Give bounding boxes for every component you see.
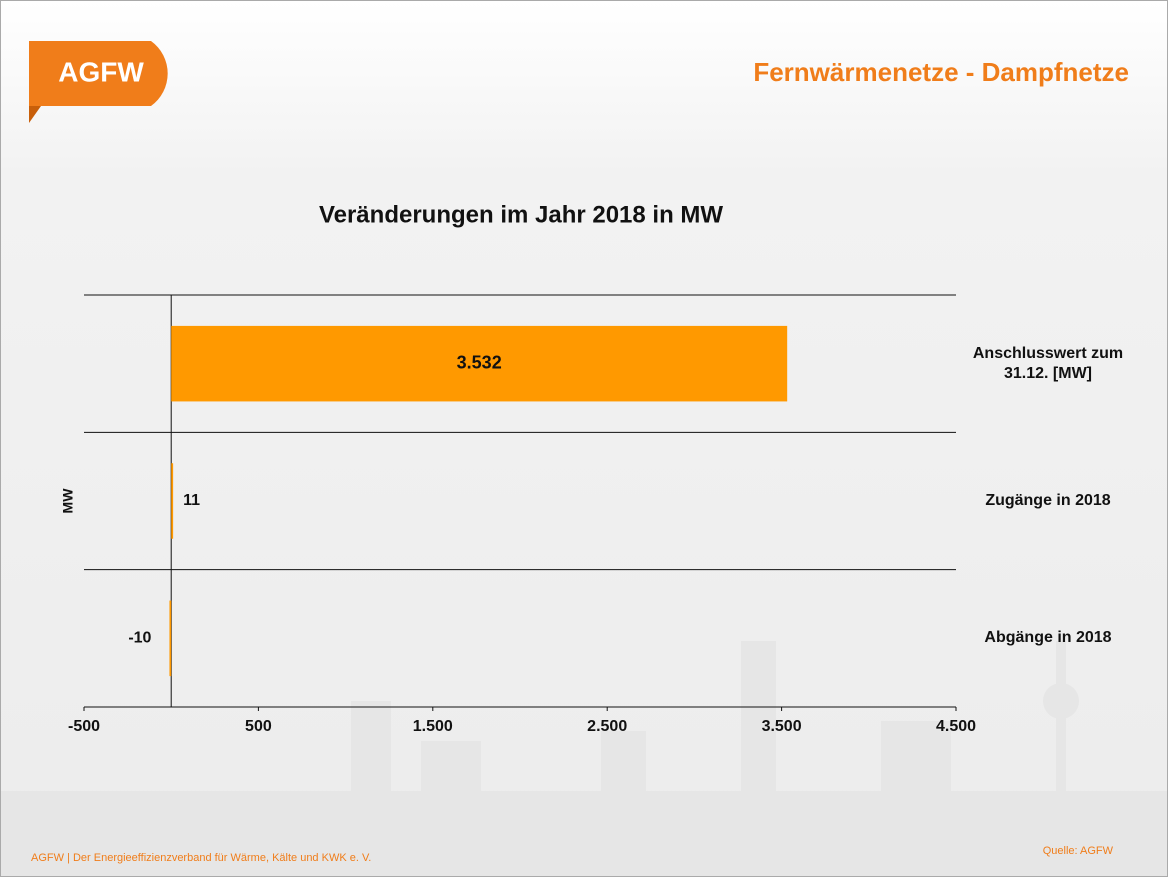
x-tick-label: 4.500 [936,718,976,735]
x-tick-label: 2.500 [587,718,627,735]
logo-shape [29,41,168,106]
bar [171,325,788,402]
logo-tab [29,106,41,123]
bar [169,600,172,677]
x-tick-label: 3.500 [762,718,802,735]
category-label: Anschlusswert zum 31.12. [MW] [972,344,1124,382]
footer-text: AGFW | Der Energieeffizienzverband für W… [31,852,371,864]
value-label: -10 [128,630,151,647]
bar [171,463,174,539]
logo: AGFW [58,56,144,87]
source: Quelle: AGFW [1043,845,1114,857]
y-axis-label: MW [60,488,76,514]
category-label: Abgänge in 2018 [984,629,1112,647]
x-tick-label: 1.500 [413,718,453,735]
chart-title: Veränderungen im Jahr 2018 in MW [319,201,723,228]
category-label: Zugänge in 2018 [985,492,1111,509]
header-title: Fernwärmenetze - Dampfnetze [753,57,1129,87]
skyline [1,641,1167,876]
value-label: 3.532 [457,352,502,372]
x-tick-label: -500 [68,718,100,735]
value-label: 11 [183,492,200,509]
x-tick-label: 500 [245,718,272,735]
